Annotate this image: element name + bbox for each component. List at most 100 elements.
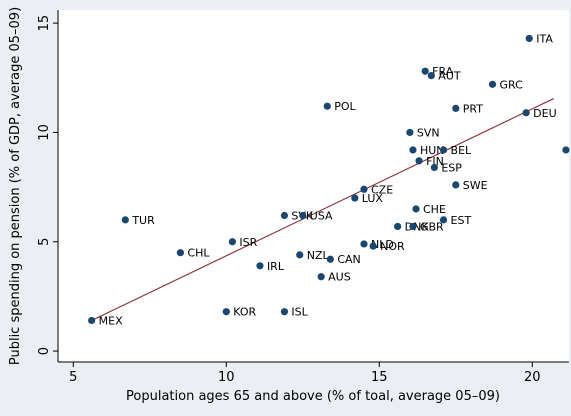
point-label: GRC bbox=[500, 78, 524, 91]
point-label: CHE bbox=[423, 203, 446, 216]
data-point-ita: ITA bbox=[525, 32, 553, 45]
point-label: BEL bbox=[451, 144, 472, 157]
point-label: ISL bbox=[291, 306, 308, 319]
x-tick-label: 10 bbox=[218, 370, 235, 385]
y-tick-label: 10 bbox=[37, 124, 52, 141]
point-marker bbox=[256, 262, 264, 270]
point-label: AUT bbox=[438, 70, 461, 83]
point-label: CAN bbox=[337, 253, 360, 266]
data-point-kor: KOR bbox=[222, 306, 257, 319]
point-label: AUS bbox=[328, 271, 351, 284]
data-point-nor: NOR bbox=[369, 240, 405, 253]
point-marker bbox=[317, 273, 325, 281]
point-label: NOR bbox=[380, 240, 405, 253]
data-point-esp: ESP bbox=[430, 161, 462, 174]
data-point-nzl: NZL bbox=[296, 249, 329, 262]
point-label: CHL bbox=[187, 247, 210, 260]
point-marker bbox=[299, 211, 307, 220]
point-marker bbox=[369, 242, 377, 250]
data-point-pol: POL bbox=[323, 100, 357, 113]
x-axis-title: Population ages 65 and above (% of toal,… bbox=[126, 389, 500, 404]
point-marker bbox=[562, 146, 570, 154]
point-marker bbox=[415, 157, 423, 165]
point-label: SVN bbox=[417, 126, 440, 139]
point-label: USA bbox=[310, 210, 333, 223]
data-point-usa: USA bbox=[299, 210, 333, 223]
data-point-che: CHE bbox=[412, 203, 446, 216]
point-marker bbox=[421, 67, 429, 75]
point-marker bbox=[176, 249, 184, 257]
point-marker bbox=[488, 80, 497, 88]
point-marker bbox=[280, 211, 289, 220]
point-label: ITA bbox=[536, 32, 553, 45]
y-tick-label: 15 bbox=[37, 15, 52, 32]
data-point-aut: AUT bbox=[427, 70, 461, 83]
point-marker bbox=[452, 181, 460, 189]
data-point-aus: AUS bbox=[317, 271, 351, 284]
data-point-swe: SWE bbox=[452, 179, 488, 192]
point-label: GBR bbox=[420, 220, 444, 233]
point-label: NZL bbox=[307, 249, 330, 262]
point-label: SWE bbox=[463, 179, 488, 192]
data-point-jpn: JPN bbox=[562, 146, 570, 154]
x-tick-label: 15 bbox=[371, 370, 388, 385]
point-label: DEU bbox=[533, 107, 556, 120]
data-point-lux: LUX bbox=[351, 192, 383, 205]
y-tick-label: 5 bbox=[37, 238, 52, 246]
point-label: POL bbox=[334, 100, 356, 113]
data-point-tur: TUR bbox=[121, 214, 155, 227]
data-point-est: EST bbox=[439, 214, 472, 227]
point-label: HUN bbox=[420, 144, 445, 157]
point-marker bbox=[296, 251, 304, 259]
point-label: CZE bbox=[371, 183, 393, 196]
point-marker bbox=[430, 163, 438, 172]
data-point-bel: BEL bbox=[439, 144, 472, 157]
x-ticks: 5 10 15 20 bbox=[69, 362, 541, 385]
y-ticks: 0 5 10 15 bbox=[37, 15, 58, 355]
point-label: IRL bbox=[267, 260, 285, 273]
data-point-fra: FRA bbox=[421, 65, 454, 78]
point-label: MEX bbox=[99, 314, 123, 327]
y-tick-label: 0 bbox=[37, 347, 52, 355]
point-marker bbox=[394, 222, 402, 231]
point-marker bbox=[323, 102, 331, 110]
data-point-cze: CZE bbox=[360, 183, 393, 196]
data-point-deu: DEU bbox=[522, 107, 557, 120]
point-marker bbox=[427, 71, 435, 80]
point-marker bbox=[525, 34, 533, 43]
x-tick-label: 5 bbox=[69, 370, 77, 385]
point-marker bbox=[222, 308, 230, 316]
point-marker bbox=[439, 146, 448, 154]
point-label: ESP bbox=[441, 161, 462, 174]
y-axis-title: Public spending on pension (% of GDP, av… bbox=[8, 7, 23, 365]
point-marker bbox=[360, 240, 368, 248]
data-point-can: CAN bbox=[326, 253, 361, 266]
fit-line bbox=[91, 98, 554, 322]
point-marker bbox=[360, 185, 368, 193]
point-marker bbox=[121, 216, 129, 224]
point-marker bbox=[412, 205, 420, 213]
point-marker bbox=[452, 104, 460, 112]
data-point-nld: NLD bbox=[360, 238, 394, 251]
point-label: EST bbox=[451, 214, 472, 227]
data-point-chl: CHL bbox=[176, 247, 210, 260]
data-point-svn: SVN bbox=[406, 126, 440, 139]
point-label: TUR bbox=[131, 214, 155, 227]
data-point-mex: MEX bbox=[88, 314, 123, 327]
point-label: FRA bbox=[432, 65, 454, 78]
point-marker bbox=[522, 109, 530, 117]
point-marker bbox=[326, 255, 334, 263]
point-marker bbox=[409, 146, 417, 154]
point-label: LUX bbox=[362, 192, 384, 205]
data-point-hun: HUN bbox=[409, 144, 445, 157]
point-label: FIN bbox=[426, 155, 444, 168]
data-point-irl: IRL bbox=[256, 260, 285, 273]
point-marker bbox=[88, 316, 96, 325]
point-label: PRT bbox=[463, 102, 483, 115]
data-point-prt: PRT bbox=[452, 102, 483, 115]
plot-area bbox=[58, 10, 569, 362]
point-marker bbox=[228, 238, 237, 246]
point-marker bbox=[409, 222, 417, 231]
point-label: ISR bbox=[239, 236, 257, 249]
data-point-isl: ISL bbox=[280, 306, 309, 319]
